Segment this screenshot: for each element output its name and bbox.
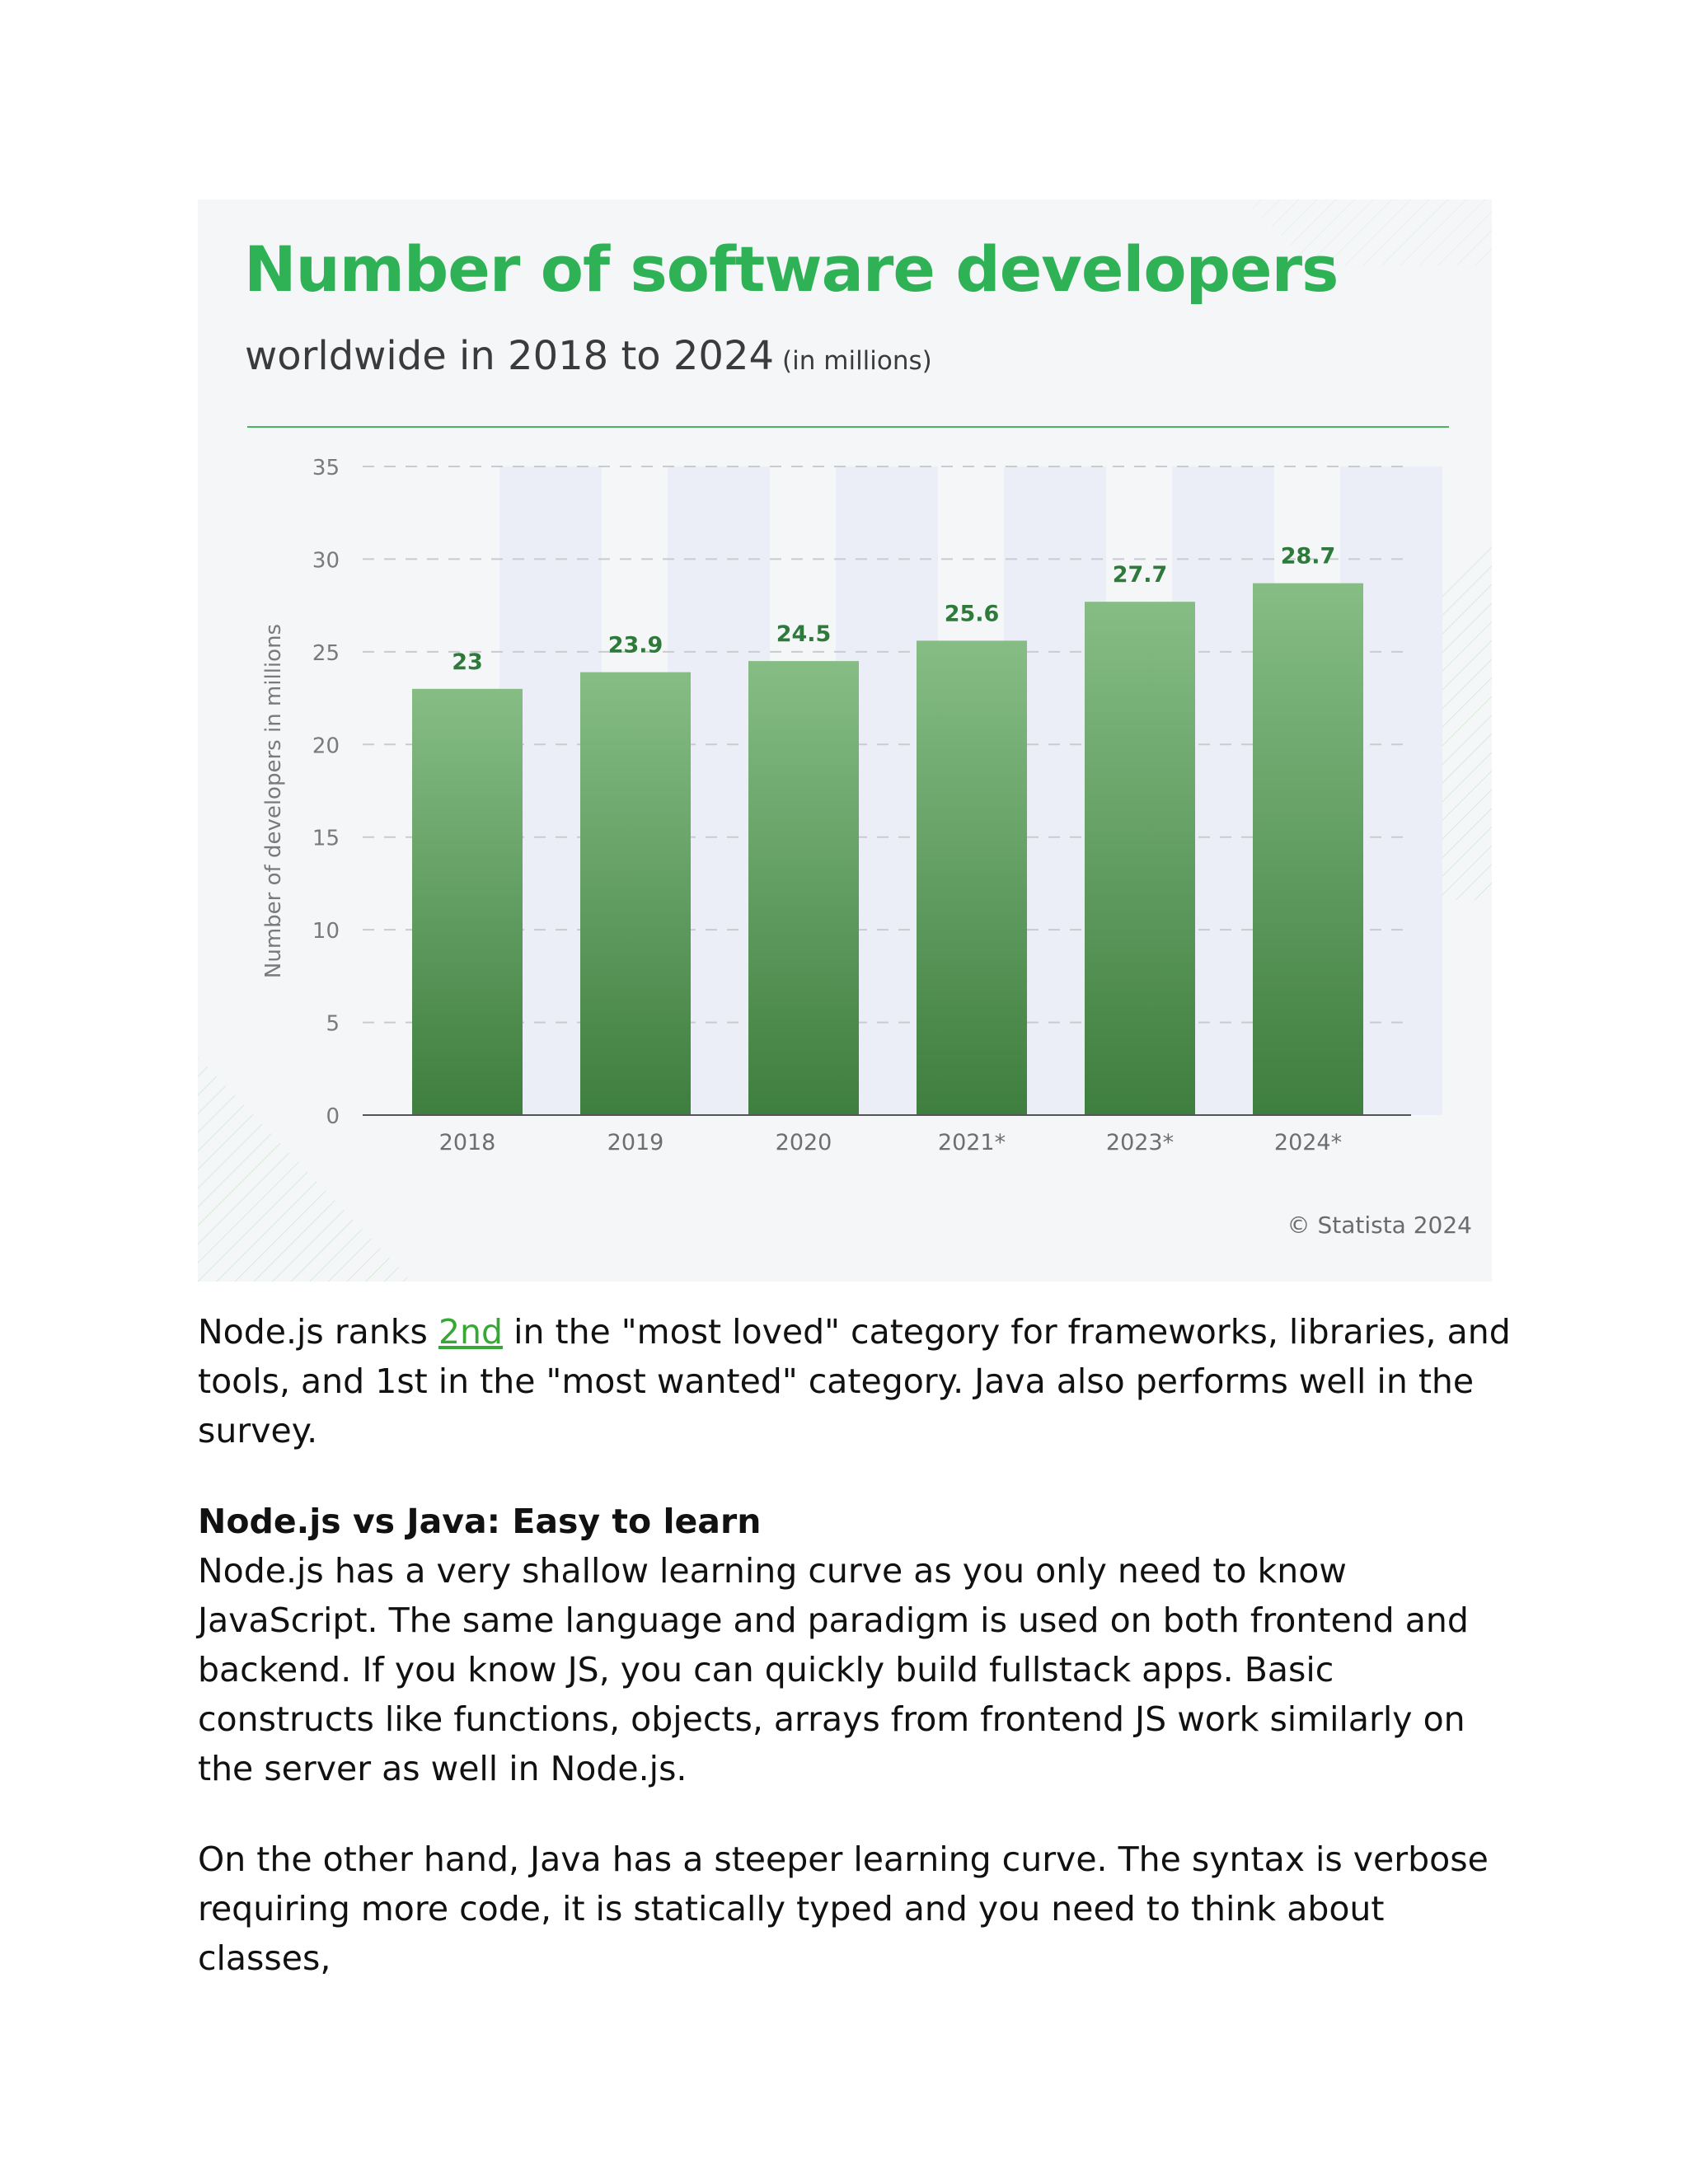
paragraph-ranking: Node.js ranks 2nd in the "most loved" ca…: [198, 1307, 1517, 1455]
chart-unit-note: (in millions): [782, 346, 932, 376]
bar: [412, 688, 523, 1115]
bar-chart: 0 5 10 15 20 25 30 35 23 2018 23.9 2019 24.5 2020 25.6…: [198, 199, 1492, 1282]
data-label: 23.9: [608, 633, 663, 658]
bar: [1253, 583, 1363, 1115]
paragraph-ranking-start: Node.js ranks: [198, 1312, 438, 1352]
ranking-link[interactable]: 2nd: [438, 1312, 504, 1352]
bar: [1085, 602, 1195, 1115]
paragraph-java-learning: On the other hand, Java has a steeper le…: [198, 1840, 1489, 1978]
x-tick-label: 2018: [439, 1130, 496, 1155]
y-tick-label: 10: [312, 919, 340, 944]
y-tick-label: 5: [326, 1012, 340, 1037]
bar: [748, 661, 859, 1115]
bar: [917, 640, 1027, 1115]
chart-panel: 0 5 10 15 20 25 30 35 23 2018 23.9 2019 24.5 2020 25.6…: [198, 199, 1492, 1282]
chart-title: Number of software developers: [244, 232, 1339, 306]
x-tick-label: 2024*: [1274, 1130, 1342, 1155]
x-tick-label: 2020: [776, 1130, 832, 1155]
chart-source: © Statista 2024: [1287, 1212, 1472, 1239]
data-label: 28.7: [1281, 544, 1336, 569]
decor-hatch-top: [1245, 199, 1492, 265]
bar: [580, 672, 691, 1115]
x-tick-label: 2019: [607, 1130, 664, 1155]
decor-hatch-left: [198, 1057, 412, 1282]
section-heading: Node.js vs Java: Easy to learn: [198, 1502, 762, 1541]
x-tick-label: 2023*: [1106, 1130, 1174, 1155]
paragraph-ranking-end: in the "most loved" category for framewo…: [198, 1312, 1511, 1451]
y-tick-label: 0: [326, 1104, 340, 1129]
paragraph-nodejs-learning: Node.js has a very shallow learning curv…: [198, 1551, 1469, 1788]
x-tick-label: 2021*: [938, 1130, 1006, 1155]
y-tick-label: 15: [312, 827, 340, 851]
y-axis-label: Number of developers in millions: [261, 624, 286, 978]
data-label: 25.6: [945, 601, 1000, 626]
y-tick-label: 20: [312, 733, 340, 758]
data-label: 24.5: [776, 621, 832, 647]
data-label: 23: [452, 649, 483, 675]
chart-subtitle-text: worldwide in 2018 to 2024: [245, 333, 775, 379]
chart-subtitle: worldwide in 2018 to 2024 (in millions): [245, 333, 932, 379]
y-tick-label: 35: [312, 456, 340, 480]
y-tick-label: 30: [312, 548, 340, 573]
y-tick-label: 25: [312, 641, 340, 666]
data-label: 27.7: [1113, 562, 1168, 588]
